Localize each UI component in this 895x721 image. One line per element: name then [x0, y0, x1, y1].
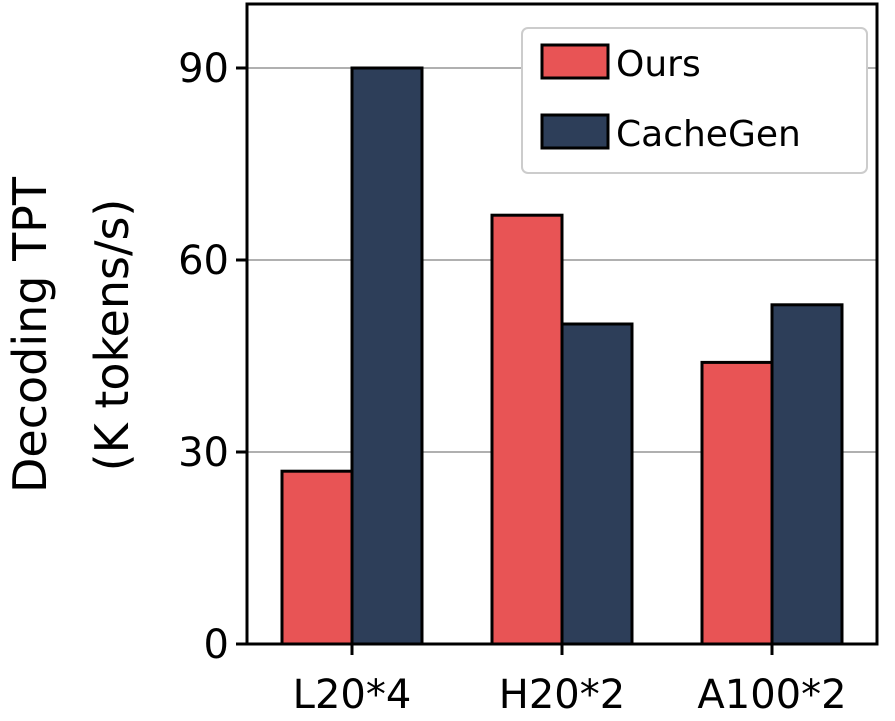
legend-label-ours: Ours: [616, 44, 701, 85]
bar-ours-l204: [280, 469, 354, 646]
legend: Ours CacheGen: [521, 27, 868, 174]
y-tick-label-90: 90: [178, 46, 229, 92]
y-axis-ticks: 0 30 60 90: [178, 46, 247, 668]
bar-ours-h202: [490, 213, 564, 646]
legend-label-cachegen: CacheGen: [616, 114, 801, 155]
bar-cachegen-h202: [560, 322, 634, 646]
x-tick-label-l204: L20*4: [293, 672, 412, 718]
bar-ours-a1002: [700, 360, 774, 646]
y-tick-label-30: 30: [178, 430, 229, 476]
y-tick-label-0: 0: [204, 622, 229, 668]
bars: [280, 66, 844, 646]
y-axis-label-line-2: (K tokens/s): [85, 199, 139, 472]
y-axis-label-line-1: Decoding TPT: [3, 176, 57, 493]
legend-swatch-cachegen: [540, 113, 610, 150]
x-tick-label-a1002: A100*2: [697, 672, 846, 718]
bar-cachegen-a1002: [770, 303, 844, 646]
y-axis-label: Decoding TPT (K tokens/s): [3, 176, 139, 493]
x-axis-ticks: L20*4 H20*2 A100*2: [293, 644, 847, 718]
x-tick-label-h202: H20*2: [499, 672, 625, 718]
legend-swatch-ours: [540, 43, 610, 80]
y-tick-label-60: 60: [178, 238, 229, 284]
bar-cachegen-l204: [350, 66, 424, 646]
